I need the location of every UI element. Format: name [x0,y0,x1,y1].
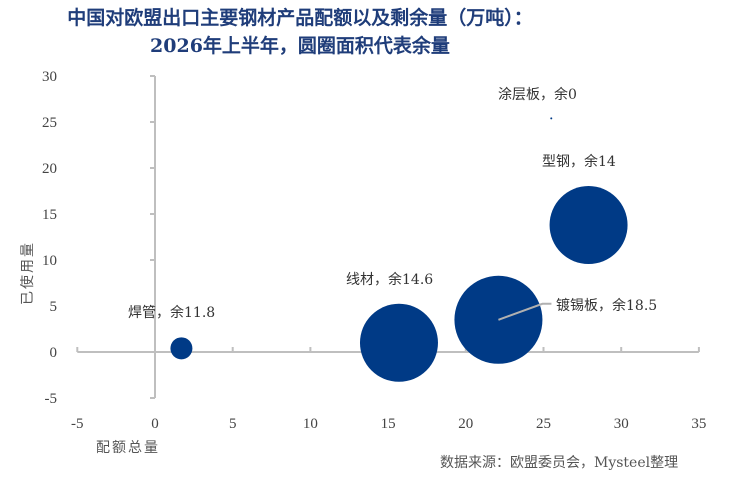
bubble-型钢 [549,186,628,265]
leader-line [498,302,552,321]
bubble-label: 线材，余14.6 [346,271,433,288]
y-tick-label: -5 [45,391,58,407]
bubble-线材 [359,303,438,382]
x-tick-label: 25 [536,416,551,432]
source-note: 数据来源：欧盟委员会，Mysteel整理 [440,455,679,471]
bubble-label: 涂层板，余0 [498,86,577,103]
bubble-label: 焊管，余11.8 [128,304,215,321]
bubble-label: 型钢，余14 [542,153,616,170]
x-axis-title: 配额总量 [96,440,160,456]
x-tick-label: -5 [71,416,84,432]
y-tick-label: 0 [50,345,58,361]
bubble-镀锡板 [454,275,543,364]
x-tick-label: 10 [303,416,318,432]
x-tick-label: 0 [151,416,159,432]
chart-title: 中国对欧盟出口主要钢材产品配额以及剩余量（万吨）： 2026年上半年，圆圈面积代… [0,4,600,60]
y-tick-label: 5 [50,299,58,315]
y-axis-title: 已使用量 [19,241,36,305]
x-tick-label: 20 [458,416,473,432]
x-tick-label: 35 [691,416,706,432]
bubble-label: 镀锡板，余18.5 [556,297,657,314]
x-tick-label: 30 [614,416,629,432]
y-tick-label: 15 [42,207,57,223]
y-tick-label: 20 [42,161,57,177]
x-tick-label: 5 [229,416,237,432]
y-tick-label: 25 [42,115,57,131]
bubble-涂层板 [550,117,553,120]
bubble-焊管 [170,337,193,360]
x-tick-label: 15 [381,416,396,432]
chart-title-line1: 中国对欧盟出口主要钢材产品配额以及剩余量（万吨）： [67,7,533,29]
y-tick-label: 30 [42,69,57,85]
y-tick-label: 10 [42,253,57,269]
chart-title-line2: 2026年上半年，圆圈面积代表余量 [150,35,450,57]
